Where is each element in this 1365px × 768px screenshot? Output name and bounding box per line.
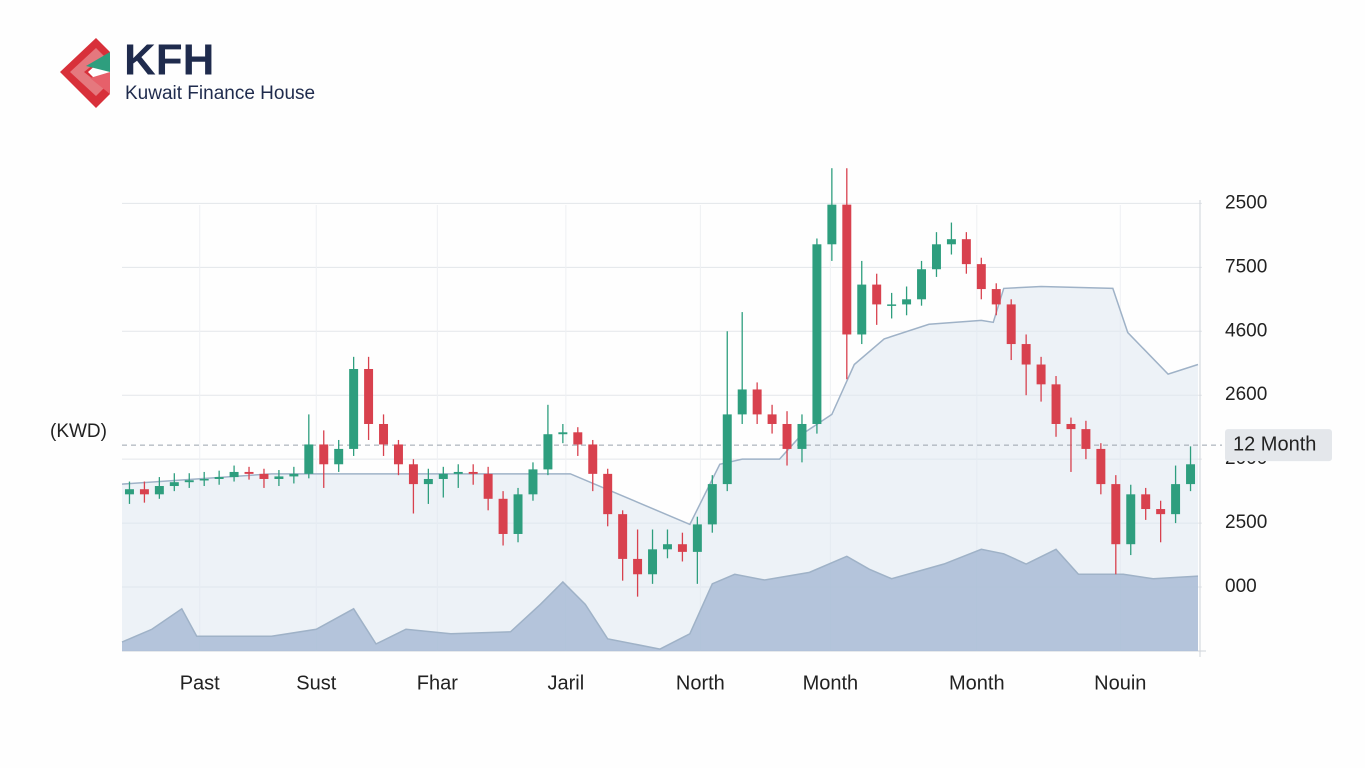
candle-body <box>1171 484 1181 515</box>
x-tick-label: Sust <box>296 672 336 694</box>
y-tick-label: 2600 <box>1225 384 1267 405</box>
candle-body <box>1051 384 1061 424</box>
x-tick-label: Fhar <box>417 672 458 694</box>
candle-body <box>319 444 329 465</box>
candle-body <box>677 544 687 552</box>
candle-body <box>857 284 867 335</box>
candle-body <box>752 389 762 415</box>
candle-body <box>1141 494 1151 510</box>
candle-body <box>1006 304 1016 345</box>
candle-body <box>364 368 374 424</box>
y-tick-label: 2500 <box>1225 192 1267 213</box>
candle-body <box>976 264 986 290</box>
y-tick-label: 4600 <box>1225 320 1267 341</box>
y-tick-label: 2500 <box>1225 512 1267 533</box>
candle-body <box>543 434 553 470</box>
candle-body <box>827 204 837 245</box>
candle-body <box>1111 484 1121 545</box>
candle-body <box>379 423 389 445</box>
candle-body <box>154 486 164 495</box>
candle-body <box>872 284 882 305</box>
candle-body <box>289 473 299 477</box>
candle-body <box>648 549 658 575</box>
candle-body <box>782 423 792 449</box>
candle-body <box>692 524 702 552</box>
candle-body <box>1066 423 1076 430</box>
area <box>122 286 1198 651</box>
y-tick-label: 000 <box>1225 576 1257 597</box>
candle-body <box>229 471 239 478</box>
candle-body <box>1186 464 1196 485</box>
candle-body <box>1156 509 1166 515</box>
candle-body <box>259 473 269 479</box>
candle-body <box>483 473 493 499</box>
candle-body <box>124 489 134 495</box>
x-tick-label: Nouin <box>1094 672 1146 694</box>
x-tick-label: Past <box>180 672 220 694</box>
candle-body <box>603 473 613 515</box>
candle-body <box>1021 344 1031 365</box>
logo <box>60 38 110 108</box>
candle-body <box>1096 448 1106 485</box>
area-line <box>121 548 1199 650</box>
x-tick-label: Jaril <box>548 672 585 694</box>
candle-body <box>1126 494 1136 545</box>
candle-body <box>887 304 897 306</box>
candle-body <box>244 471 254 474</box>
candle-body <box>931 244 941 270</box>
candle-body <box>169 482 179 487</box>
candle-body <box>438 473 448 479</box>
candle-body <box>588 444 598 474</box>
candle-body <box>349 368 359 449</box>
x-tick-label: Month <box>803 672 859 694</box>
area <box>122 549 1198 651</box>
candle-body <box>917 269 927 300</box>
candle-body <box>453 471 463 474</box>
candle-body <box>304 444 314 474</box>
candle-body <box>902 299 912 305</box>
candle-body <box>423 478 433 485</box>
candle-body <box>1081 429 1091 449</box>
candle-body <box>558 432 568 435</box>
candle-body <box>513 494 523 534</box>
x-tick-label: Month <box>949 672 1005 694</box>
candle-body <box>633 558 643 575</box>
reference-label-box <box>1225 429 1332 462</box>
candle-body <box>722 414 732 485</box>
candle-body <box>468 471 478 474</box>
candle-body <box>199 478 209 481</box>
candle-body <box>812 244 822 424</box>
y-axis-label: (KWD) <box>50 421 107 442</box>
candle-body <box>139 489 149 495</box>
candle-body <box>961 239 971 265</box>
candle-body <box>767 414 777 424</box>
x-tick-label: North <box>676 672 725 694</box>
candle-body <box>528 469 538 495</box>
candle-body <box>797 423 807 449</box>
candle-body <box>274 476 284 479</box>
candle-body <box>662 544 672 550</box>
candle-body <box>991 289 1001 305</box>
candle-body <box>498 498 508 534</box>
candle-body <box>408 464 418 485</box>
brand-subtitle: Kuwait Finance House <box>125 83 315 104</box>
candle-body <box>842 204 852 335</box>
candle-body <box>573 432 583 445</box>
candle-body <box>334 448 344 465</box>
brand: KFH <box>124 36 214 85</box>
candle-body <box>1036 364 1046 385</box>
reference-label: 12 Month <box>1233 433 1316 455</box>
candle-body <box>214 477 224 479</box>
y-tick-label: 7500 <box>1225 256 1267 277</box>
candle-body <box>707 484 717 525</box>
candle-body <box>737 389 747 415</box>
candle-body <box>393 444 403 465</box>
candle-body <box>946 239 956 245</box>
candle-body <box>184 480 194 483</box>
candle-body <box>618 514 628 559</box>
